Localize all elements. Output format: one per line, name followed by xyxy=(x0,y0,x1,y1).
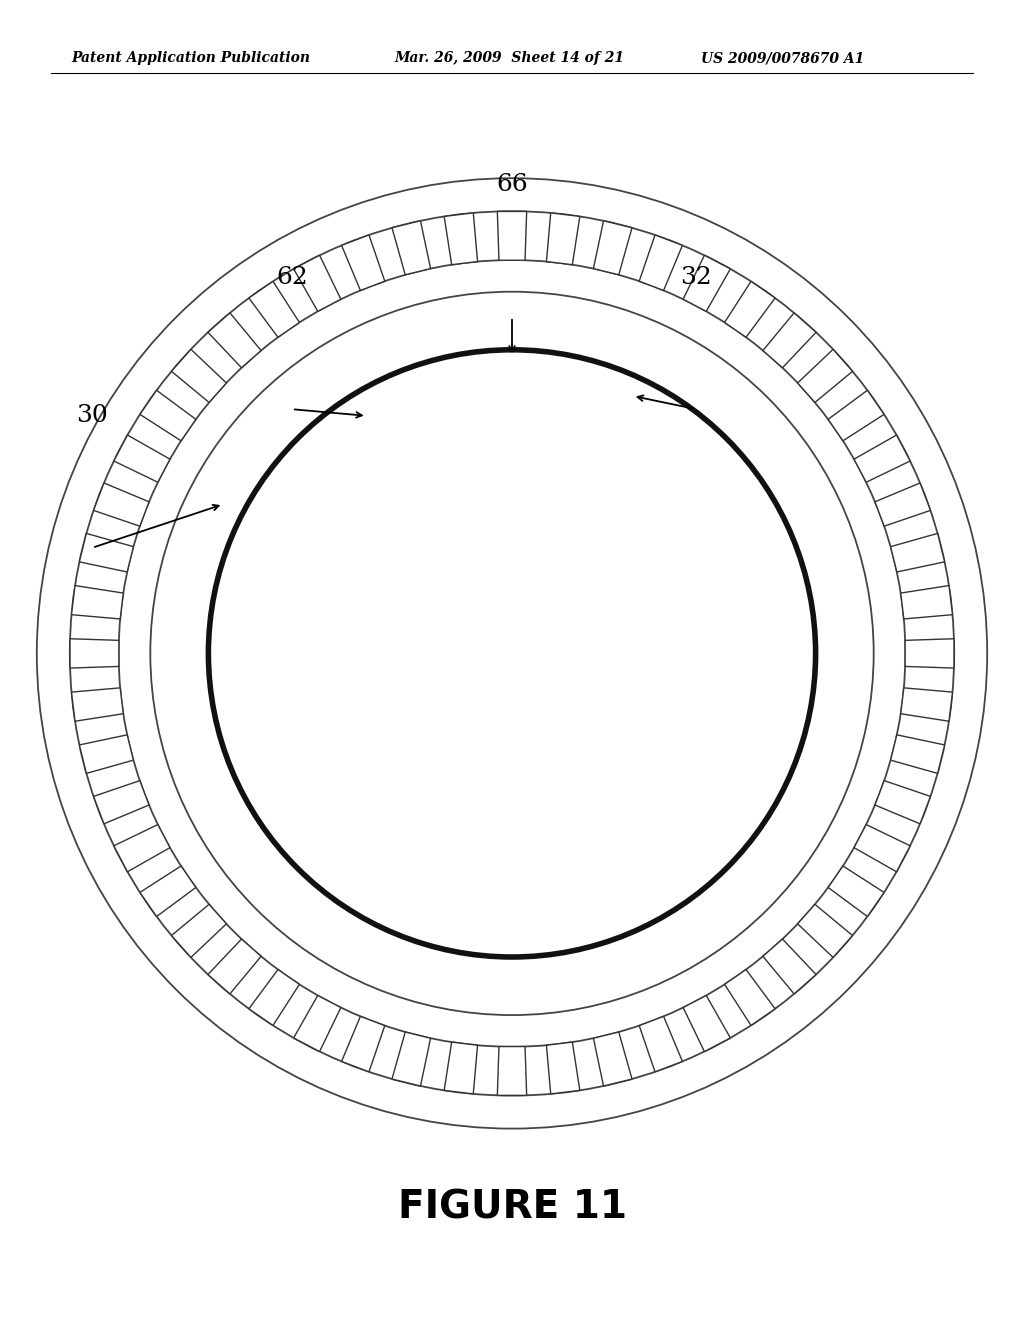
Polygon shape xyxy=(140,391,196,441)
Polygon shape xyxy=(171,904,226,957)
Polygon shape xyxy=(854,436,910,482)
Polygon shape xyxy=(594,220,632,275)
Polygon shape xyxy=(725,281,775,337)
Polygon shape xyxy=(72,688,123,721)
Polygon shape xyxy=(80,533,133,572)
Polygon shape xyxy=(498,211,526,260)
Polygon shape xyxy=(294,255,341,312)
Polygon shape xyxy=(208,939,261,994)
Polygon shape xyxy=(901,688,952,721)
Polygon shape xyxy=(444,1041,477,1094)
Polygon shape xyxy=(891,735,944,774)
Polygon shape xyxy=(725,970,775,1026)
Polygon shape xyxy=(763,313,816,368)
Text: 30: 30 xyxy=(76,404,109,428)
Polygon shape xyxy=(901,586,952,619)
Polygon shape xyxy=(70,639,119,668)
Polygon shape xyxy=(594,1032,632,1086)
Polygon shape xyxy=(140,866,196,916)
Polygon shape xyxy=(683,255,730,312)
Polygon shape xyxy=(80,735,133,774)
Text: 32: 32 xyxy=(680,265,713,289)
Text: US 2009/0078670 A1: US 2009/0078670 A1 xyxy=(701,51,864,65)
Polygon shape xyxy=(874,483,931,527)
Polygon shape xyxy=(93,780,150,824)
Polygon shape xyxy=(114,436,170,482)
Polygon shape xyxy=(93,483,150,527)
Text: 62: 62 xyxy=(275,265,308,289)
Text: Mar. 26, 2009  Sheet 14 of 21: Mar. 26, 2009 Sheet 14 of 21 xyxy=(394,51,625,65)
Polygon shape xyxy=(444,213,477,265)
Polygon shape xyxy=(294,995,341,1052)
Text: 66: 66 xyxy=(496,173,528,197)
Polygon shape xyxy=(547,213,580,265)
Polygon shape xyxy=(342,235,385,290)
Polygon shape xyxy=(392,1032,430,1086)
Polygon shape xyxy=(547,1041,580,1094)
Polygon shape xyxy=(392,220,430,275)
Polygon shape xyxy=(828,866,884,916)
Polygon shape xyxy=(171,350,226,403)
Polygon shape xyxy=(854,825,910,871)
Text: FIGURE 11: FIGURE 11 xyxy=(397,1189,627,1226)
Polygon shape xyxy=(208,313,261,368)
Polygon shape xyxy=(249,970,299,1026)
Polygon shape xyxy=(683,995,730,1052)
Polygon shape xyxy=(249,281,299,337)
Polygon shape xyxy=(905,639,954,668)
Polygon shape xyxy=(114,825,170,871)
Polygon shape xyxy=(342,1016,385,1072)
Text: Patent Application Publication: Patent Application Publication xyxy=(72,51,310,65)
Polygon shape xyxy=(798,350,853,403)
Polygon shape xyxy=(498,1047,526,1096)
Polygon shape xyxy=(72,586,123,619)
Polygon shape xyxy=(828,391,884,441)
Polygon shape xyxy=(763,939,816,994)
Polygon shape xyxy=(798,904,853,957)
Polygon shape xyxy=(639,1016,682,1072)
Polygon shape xyxy=(891,533,944,572)
Polygon shape xyxy=(874,780,931,824)
Polygon shape xyxy=(639,235,682,290)
